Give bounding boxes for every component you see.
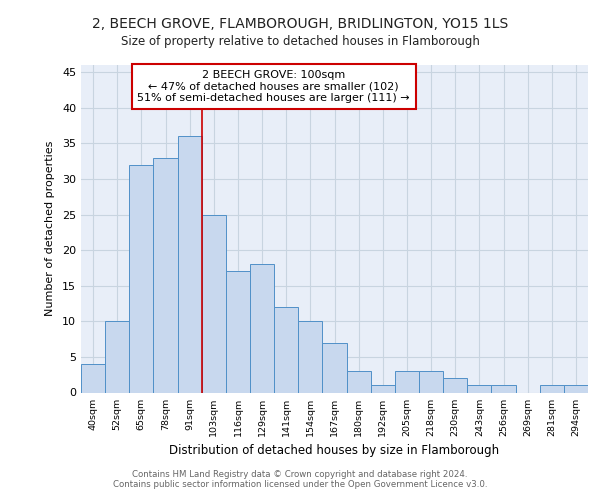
Text: Size of property relative to detached houses in Flamborough: Size of property relative to detached ho… — [121, 35, 479, 48]
Bar — [178, 136, 202, 392]
Bar — [129, 164, 154, 392]
X-axis label: Distribution of detached houses by size in Flamborough: Distribution of detached houses by size … — [169, 444, 500, 457]
Bar — [202, 214, 226, 392]
Bar — [443, 378, 467, 392]
Bar — [540, 386, 564, 392]
Bar — [371, 386, 395, 392]
Bar — [419, 371, 443, 392]
Bar — [491, 386, 515, 392]
Text: Contains HM Land Registry data © Crown copyright and database right 2024.
Contai: Contains HM Land Registry data © Crown c… — [113, 470, 487, 489]
Y-axis label: Number of detached properties: Number of detached properties — [45, 141, 55, 316]
Text: 2 BEECH GROVE: 100sqm
← 47% of detached houses are smaller (102)
51% of semi-det: 2 BEECH GROVE: 100sqm ← 47% of detached … — [137, 70, 410, 103]
Bar — [154, 158, 178, 392]
Bar — [347, 371, 371, 392]
Text: 2, BEECH GROVE, FLAMBOROUGH, BRIDLINGTON, YO15 1LS: 2, BEECH GROVE, FLAMBOROUGH, BRIDLINGTON… — [92, 18, 508, 32]
Bar — [105, 322, 129, 392]
Bar — [226, 272, 250, 392]
Bar — [274, 307, 298, 392]
Bar — [81, 364, 105, 392]
Bar — [467, 386, 491, 392]
Bar — [564, 386, 588, 392]
Bar — [250, 264, 274, 392]
Bar — [395, 371, 419, 392]
Bar — [322, 342, 347, 392]
Bar — [298, 322, 322, 392]
